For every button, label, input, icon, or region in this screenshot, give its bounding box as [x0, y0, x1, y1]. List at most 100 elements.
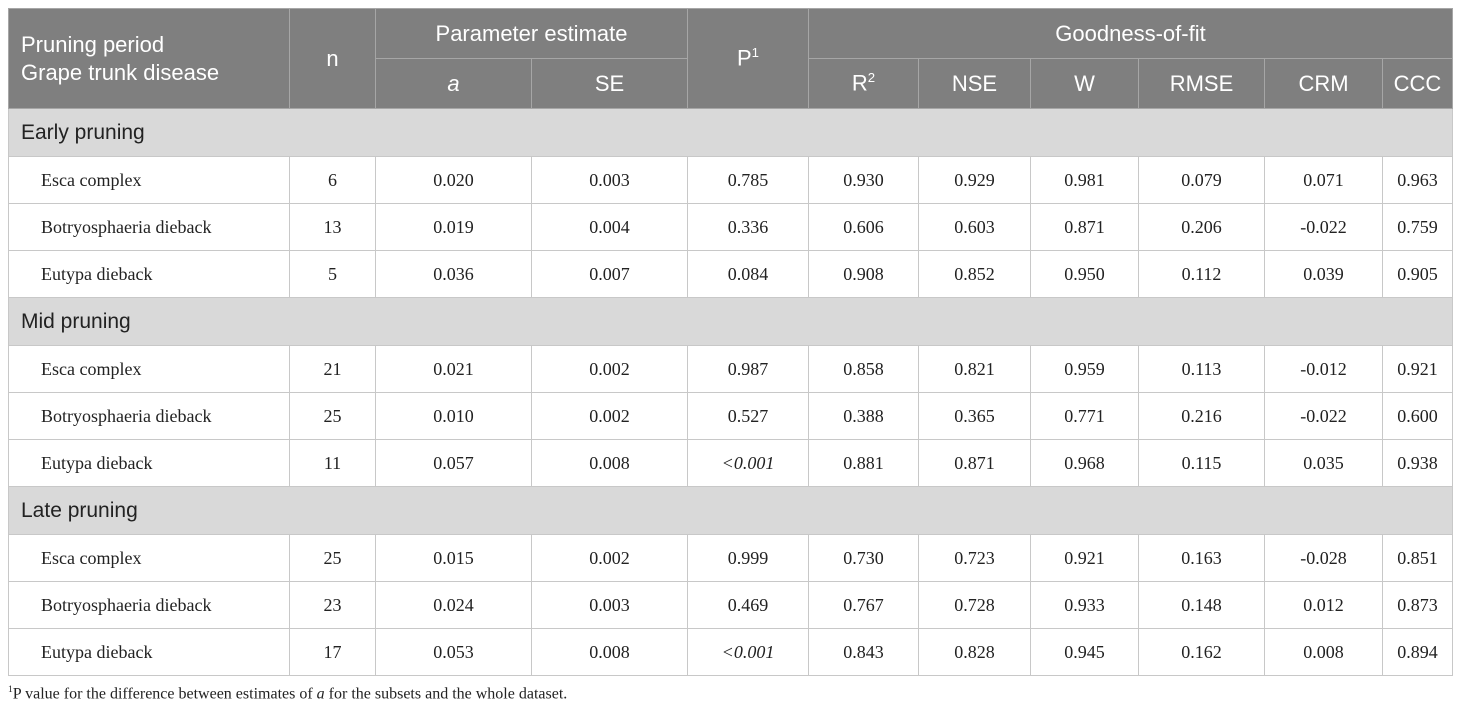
cell: 0.968	[1030, 439, 1139, 487]
cell: 0.921	[1030, 534, 1139, 582]
header-text: Grape trunk disease	[21, 59, 220, 85]
cell: 0.019	[375, 203, 532, 251]
cell: 0.959	[1030, 345, 1139, 393]
data-row: Esca complex 21 0.021 0.002 0.987 0.858 0.821 0…	[8, 345, 1453, 393]
cell: 0.020	[375, 156, 532, 204]
cell: 0.021	[375, 345, 532, 393]
cell: 0.606	[808, 203, 919, 251]
table-body: Early pruning Esca complex 6 0.020 0.003 0.78…	[8, 108, 1453, 676]
header-cell: Parameter estimate	[375, 8, 688, 59]
cell: 0.084	[687, 250, 809, 298]
superscript: 1	[8, 684, 13, 695]
group-label: Mid pruning	[8, 297, 1453, 346]
cell: 11	[289, 439, 376, 487]
data-row: Eutypa dieback 11 0.057 0.008 <0.001 0.881 0.8…	[8, 439, 1453, 487]
cell: 0.036	[375, 250, 532, 298]
group-row: Late pruning	[8, 486, 1453, 535]
cell: 0.730	[808, 534, 919, 582]
cell: 0.008	[531, 439, 688, 487]
cell: 0.723	[918, 534, 1031, 582]
data-row: Botryosphaeria dieback 13 0.019 0.004 0.336 0…	[8, 203, 1453, 251]
cell: 0.921	[1382, 345, 1453, 393]
data-row: Botryosphaeria dieback 25 0.010 0.002 0.527 0…	[8, 392, 1453, 440]
cell: 0.527	[687, 392, 809, 440]
header-text: P	[736, 45, 752, 71]
cell: 0.873	[1382, 581, 1453, 629]
cell: 0.950	[1030, 250, 1139, 298]
cell: 6	[289, 156, 376, 204]
superscript: 2	[867, 70, 876, 86]
group-row: Early pruning	[8, 108, 1453, 157]
cell: 0.336	[687, 203, 809, 251]
header-cell: CRM	[1264, 58, 1383, 109]
cell: 0.821	[918, 345, 1031, 393]
cell: 0.115	[1138, 439, 1265, 487]
cell: 23	[289, 581, 376, 629]
cell: 0.828	[918, 628, 1031, 676]
cell: 0.008	[531, 628, 688, 676]
data-row: Esca complex 6 0.020 0.003 0.785 0.930 0.929 0.…	[8, 156, 1453, 204]
cell: 0.039	[1264, 250, 1383, 298]
header-cell: n	[289, 8, 376, 109]
cell: 0.938	[1382, 439, 1453, 487]
header-cell: P1	[687, 8, 809, 109]
header-cell: NSE	[918, 58, 1031, 109]
cell: 0.963	[1382, 156, 1453, 204]
cell: <0.001	[687, 439, 809, 487]
cell: 0.388	[808, 392, 919, 440]
cell: 0.987	[687, 345, 809, 393]
row-label: Botryosphaeria dieback	[8, 203, 290, 251]
cell: 0.905	[1382, 250, 1453, 298]
header-row: Pruning period Grape trunk disease n Para…	[8, 8, 1453, 109]
cell: 0.035	[1264, 439, 1383, 487]
header-text: a	[447, 70, 460, 96]
cell: -0.028	[1264, 534, 1383, 582]
cell: 0.981	[1030, 156, 1139, 204]
cell: 0.999	[687, 534, 809, 582]
cell: 0.858	[808, 345, 919, 393]
cell: -0.022	[1264, 203, 1383, 251]
data-row: Esca complex 25 0.015 0.002 0.999 0.730 0.723 0…	[8, 534, 1453, 582]
cell: 0.057	[375, 439, 532, 487]
group-row: Mid pruning	[8, 297, 1453, 346]
group-label: Late pruning	[8, 486, 1453, 535]
cell: 0.071	[1264, 156, 1383, 204]
cell: 0.908	[808, 250, 919, 298]
cell: 5	[289, 250, 376, 298]
header-cell: R2	[808, 58, 919, 109]
data-row: Eutypa dieback 5 0.036 0.007 0.084 0.908 0.852…	[8, 250, 1453, 298]
cell: 13	[289, 203, 376, 251]
cell: 0.003	[531, 156, 688, 204]
cell: 21	[289, 345, 376, 393]
row-label: Botryosphaeria dieback	[8, 392, 290, 440]
header-cell: RMSE	[1138, 58, 1265, 109]
cell: 0.015	[375, 534, 532, 582]
cell: 0.600	[1382, 392, 1453, 440]
cell: 0.929	[918, 156, 1031, 204]
cell: <0.001	[687, 628, 809, 676]
cell: 0.216	[1138, 392, 1265, 440]
cell: 0.945	[1030, 628, 1139, 676]
cell: 0.851	[1382, 534, 1453, 582]
cell: 0.004	[531, 203, 688, 251]
cell: 0.785	[687, 156, 809, 204]
header-cell: SE	[531, 58, 688, 109]
row-label: Eutypa dieback	[8, 439, 290, 487]
cell: 0.206	[1138, 203, 1265, 251]
cell: 25	[289, 534, 376, 582]
data-row: Botryosphaeria dieback 23 0.024 0.003 0.469 0…	[8, 581, 1453, 629]
cell: 0.871	[918, 439, 1031, 487]
cell: 0.930	[808, 156, 919, 204]
cell: 0.007	[531, 250, 688, 298]
cell: 0.843	[808, 628, 919, 676]
data-row: Eutypa dieback 17 0.053 0.008 <0.001 0.843 0.8…	[8, 628, 1453, 676]
cell-text: <0.001	[721, 641, 775, 662]
cell: 0.010	[375, 392, 532, 440]
cell: 0.603	[918, 203, 1031, 251]
cell-text: <0.001	[721, 452, 775, 473]
row-label: Esca complex	[8, 156, 290, 204]
row-label: Eutypa dieback	[8, 628, 290, 676]
header-row: a SE R2 NSE W RMSE CRM CCC	[9, 58, 1453, 109]
cell: 0.002	[531, 345, 688, 393]
